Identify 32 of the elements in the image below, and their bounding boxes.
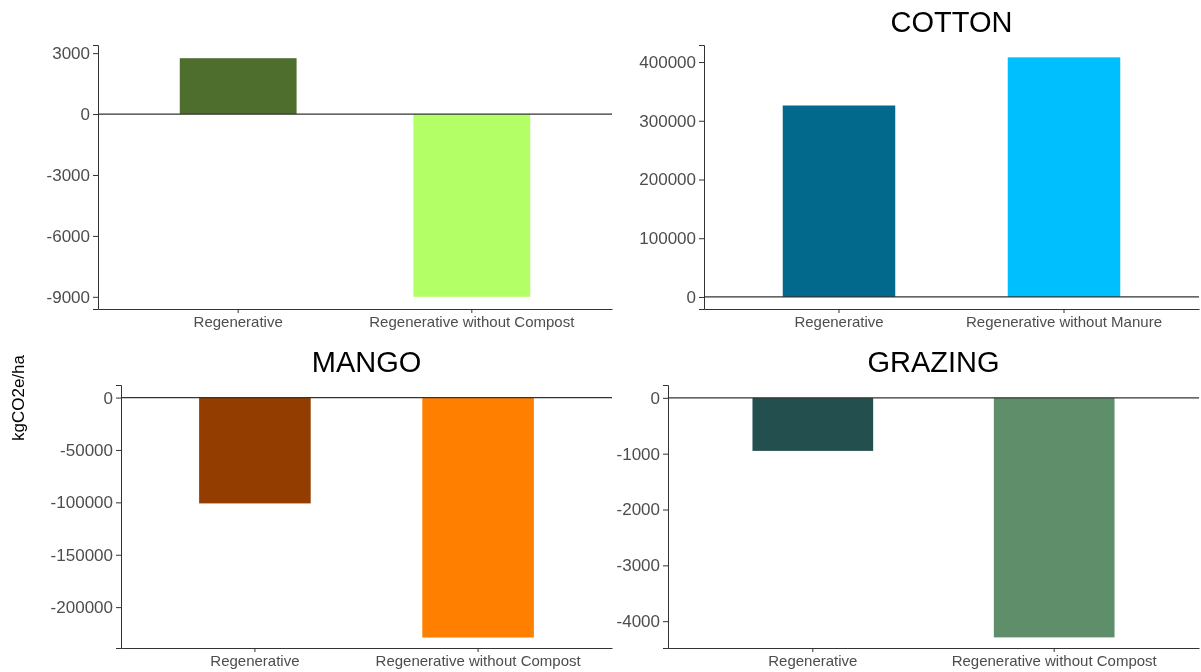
chart-title: COTTON — [890, 6, 1013, 38]
y-tick-label: -9000 — [46, 287, 90, 307]
y-tick-label: -150000 — [50, 545, 113, 565]
y-axis-title: kgCO2e/ha — [9, 354, 28, 441]
x-tick-label: Regenerative — [794, 312, 884, 330]
y-tick-label: 200000 — [639, 170, 696, 190]
y-tick-label: -2000 — [616, 500, 660, 520]
x-tick-label: Regenerative — [768, 651, 858, 669]
x-tick-label: Regenerative without Compost — [951, 651, 1158, 669]
y-tick-label: -6000 — [46, 226, 90, 246]
y-tick-label: 3000 — [52, 44, 90, 64]
y-tick-label: -1000 — [616, 444, 660, 464]
x-tick-label: Regenerative — [193, 312, 283, 330]
x-tick-label: Regenerative without Manure — [966, 312, 1162, 330]
chart-title: MANGO — [311, 346, 422, 378]
y-tick-label: 0 — [686, 287, 696, 307]
x-tick-label: Regenerative without Compost — [369, 312, 576, 330]
y-tick-label: 0 — [80, 104, 90, 124]
y-tick-label: 300000 — [639, 111, 696, 131]
y-tick-label: -50000 — [60, 440, 113, 460]
y-tick-label: -3000 — [46, 165, 90, 185]
x-tick-label: Regenerative without Compost — [375, 651, 582, 669]
y-tick-label: -100000 — [50, 493, 113, 513]
y-tick-label: 0 — [650, 388, 660, 408]
y-tick-label: 100000 — [639, 229, 696, 249]
y-tick-label: 400000 — [639, 52, 696, 72]
x-tick-label: Regenerative — [210, 651, 300, 669]
y-tick-label: -4000 — [616, 612, 660, 632]
y-tick-label: -3000 — [616, 556, 660, 576]
chart-title: GRAZING — [867, 346, 1000, 378]
y-tick-label: 0 — [103, 388, 113, 408]
y-tick-label: -200000 — [50, 598, 113, 618]
